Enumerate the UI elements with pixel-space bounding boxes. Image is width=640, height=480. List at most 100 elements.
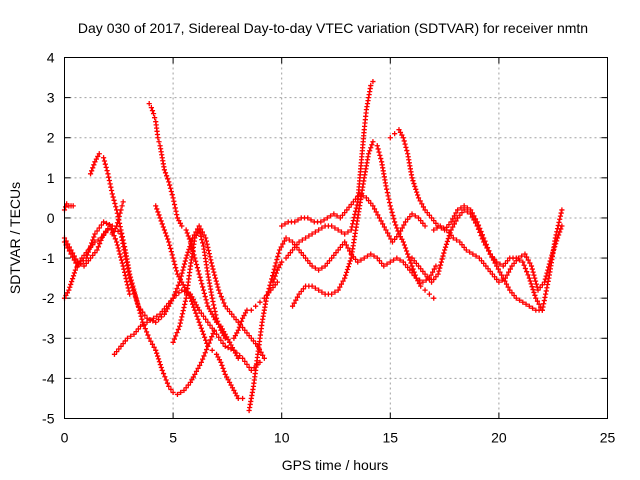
data-point <box>474 223 480 229</box>
data-point <box>415 195 422 201</box>
data-point <box>355 259 361 265</box>
data-point <box>448 227 454 233</box>
data-point <box>178 273 184 279</box>
data-point <box>544 285 550 291</box>
data-point <box>183 385 189 391</box>
data-point <box>554 235 561 241</box>
data-point <box>531 289 537 296</box>
data-point <box>131 286 137 292</box>
data-point <box>100 219 107 225</box>
data-point <box>116 346 122 352</box>
data-point <box>370 139 376 145</box>
data-point <box>153 203 159 209</box>
data-point <box>438 259 444 265</box>
data-point <box>494 276 500 283</box>
data-point <box>197 362 203 368</box>
data-point <box>383 227 389 233</box>
data-point <box>197 230 203 236</box>
data-point <box>557 216 563 222</box>
data-point <box>92 231 98 237</box>
data-point <box>168 249 174 255</box>
data-point <box>90 252 96 258</box>
data-point <box>271 266 277 272</box>
data-point <box>129 280 135 286</box>
data-point <box>365 197 372 204</box>
data-point <box>494 259 500 265</box>
data-point <box>527 278 533 284</box>
data-point <box>107 181 113 187</box>
data-point <box>114 239 120 245</box>
data-point <box>528 281 534 287</box>
data-point <box>396 127 402 133</box>
data-point <box>114 207 120 213</box>
data-point <box>235 395 241 402</box>
data-point <box>186 246 192 253</box>
data-point <box>549 252 555 258</box>
data-point <box>242 327 248 333</box>
data-point <box>420 279 426 285</box>
data-point <box>226 339 233 345</box>
data-point <box>418 266 424 272</box>
x-tick-label: 10 <box>274 430 290 446</box>
data-point <box>420 220 426 226</box>
data-point <box>166 300 172 307</box>
data-point <box>170 195 176 201</box>
data-point <box>105 171 111 177</box>
data-point <box>384 230 391 236</box>
data-point <box>131 289 138 295</box>
series-arc-i <box>170 227 280 345</box>
data-point <box>466 249 473 255</box>
data-point <box>197 322 203 328</box>
data-point <box>296 239 302 245</box>
data-point <box>352 211 358 217</box>
data-point <box>87 171 94 177</box>
data-point <box>308 217 314 223</box>
data-point <box>414 189 420 195</box>
data-point <box>478 258 485 264</box>
data-point <box>437 262 444 268</box>
data-point <box>207 254 213 260</box>
data-point <box>208 308 214 315</box>
data-point <box>479 236 485 242</box>
y-tick-label: 1 <box>47 170 55 186</box>
data-point <box>376 149 382 155</box>
data-point <box>415 192 421 198</box>
data-point <box>187 243 193 250</box>
data-point <box>206 250 212 257</box>
data-point <box>342 275 348 281</box>
data-point <box>489 271 495 277</box>
data-point <box>273 260 279 266</box>
data-point <box>101 158 108 164</box>
data-point <box>353 205 359 211</box>
data-point <box>165 176 171 182</box>
data-point <box>426 276 432 283</box>
data-point <box>196 227 202 233</box>
data-point <box>64 290 70 296</box>
data-point <box>448 219 454 225</box>
data-point <box>218 293 224 300</box>
data-point <box>342 231 348 237</box>
data-point <box>342 239 348 245</box>
data-point <box>335 227 341 233</box>
data-point <box>332 289 338 295</box>
data-point <box>155 209 161 215</box>
data-point <box>434 225 440 231</box>
data-point <box>446 230 452 236</box>
data-point <box>199 237 205 243</box>
data-point <box>210 266 216 272</box>
data-point <box>368 251 374 257</box>
data-point <box>316 287 322 293</box>
data-point <box>118 254 124 260</box>
data-point <box>118 257 125 263</box>
data-point <box>283 235 289 241</box>
data-point <box>271 276 277 282</box>
data-point <box>450 224 456 230</box>
data-point <box>279 259 285 265</box>
data-point <box>216 334 222 340</box>
data-point <box>400 239 406 245</box>
data-point <box>229 385 236 391</box>
y-tick-label: 0 <box>47 210 55 226</box>
data-point <box>232 333 238 339</box>
data-point <box>413 260 419 267</box>
data-point <box>478 232 484 239</box>
